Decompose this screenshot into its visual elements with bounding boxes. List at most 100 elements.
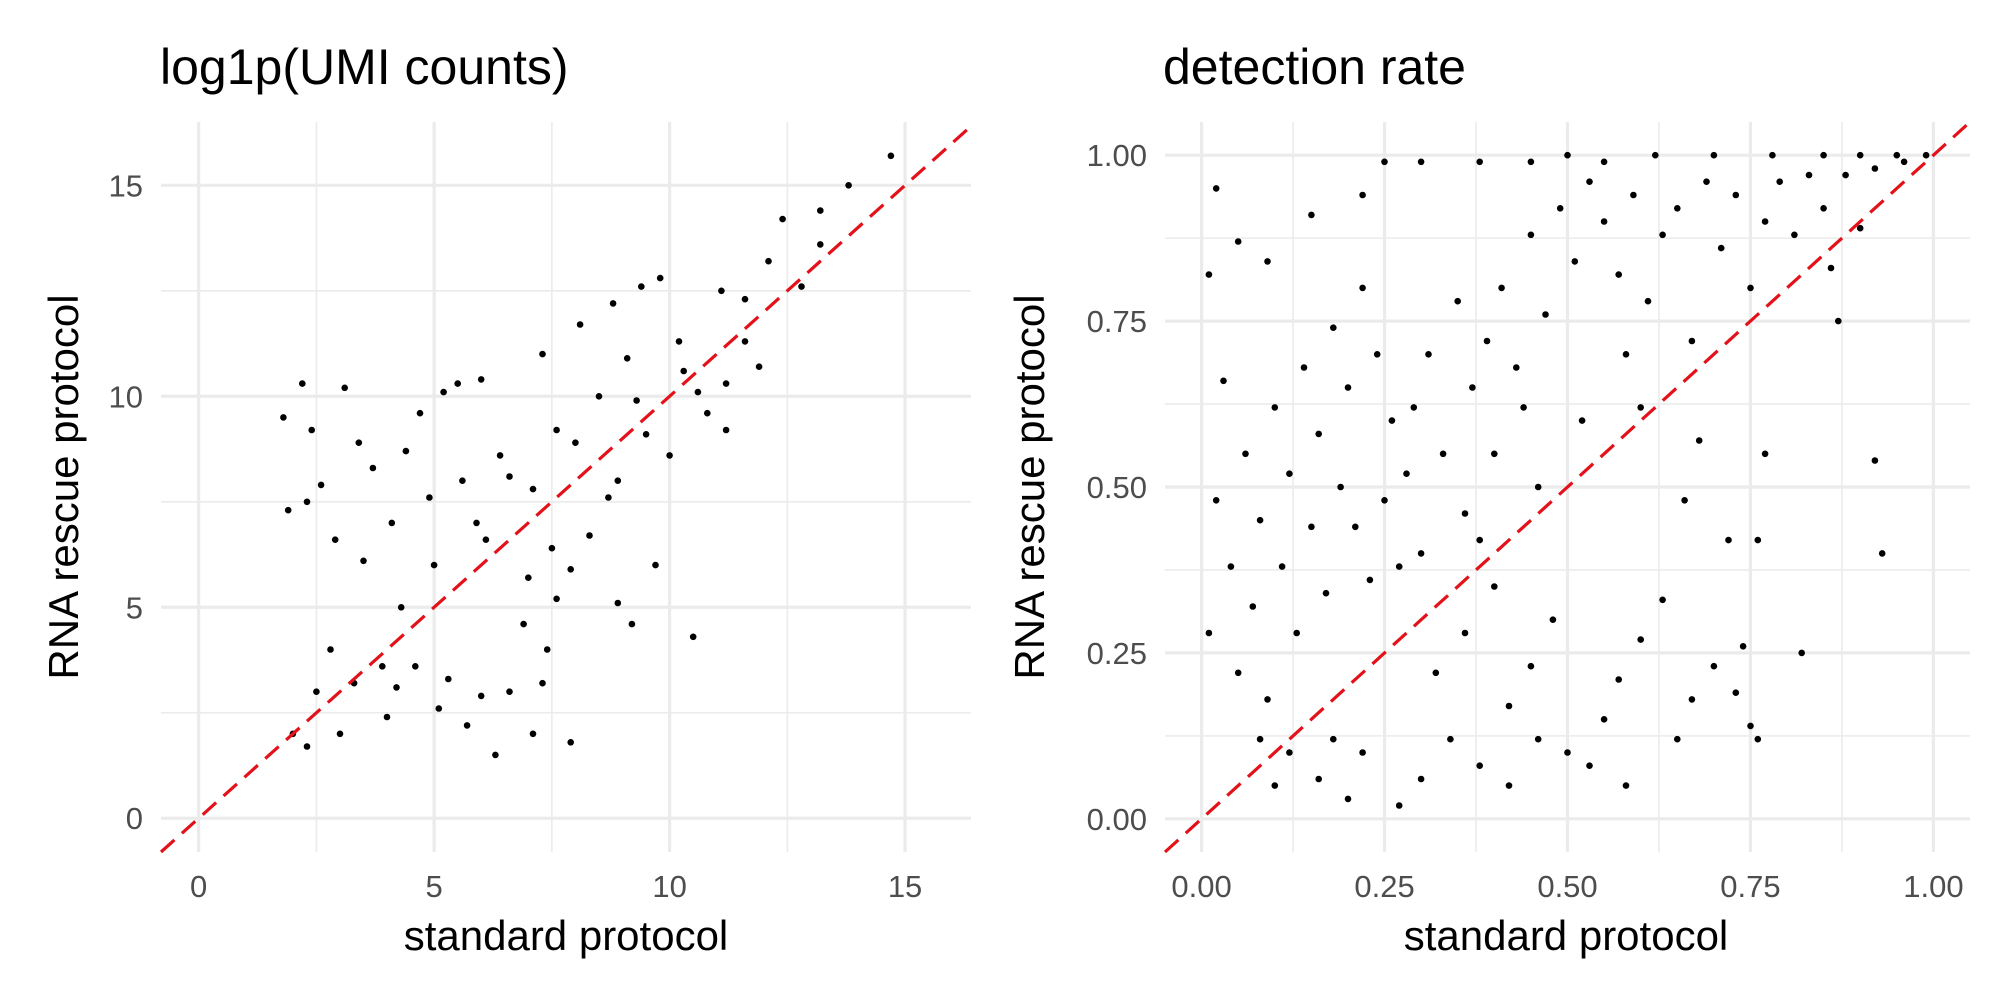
x-tick-label: 0 [190, 869, 207, 904]
scatter-point [1330, 735, 1337, 743]
scatter-point [1322, 589, 1330, 597]
scatter-point [1674, 205, 1681, 212]
scatter-point [1893, 151, 1901, 159]
scatter-point [1395, 563, 1403, 570]
scatter-point [1630, 191, 1637, 199]
scatter-point [1300, 364, 1308, 371]
scatter-point [1220, 377, 1227, 385]
scatter-point [393, 684, 400, 691]
scatter-point [435, 705, 443, 712]
scatter-point [1212, 497, 1220, 504]
scatter-point [1761, 450, 1769, 458]
scatter-point [642, 431, 650, 438]
x-tick-label: 0.50 [1537, 869, 1597, 904]
scatter-point [1256, 735, 1264, 743]
scatter-point [1395, 802, 1403, 809]
scatter-point [1615, 676, 1622, 683]
scatter-point [741, 338, 749, 345]
scatter-point [609, 300, 617, 307]
scatter-point [1476, 762, 1483, 769]
scatter-point [1227, 563, 1235, 570]
scatter-point [1505, 782, 1513, 789]
scatter-point [548, 544, 556, 552]
scatter-point [1856, 151, 1864, 159]
scatter-point [1564, 151, 1571, 159]
scatter-point [1439, 450, 1447, 458]
scatter-point [1586, 178, 1593, 185]
scatter-point [1695, 437, 1703, 444]
scatter-point [1234, 238, 1242, 245]
y-axis-title: RNA rescue protocol [40, 294, 87, 679]
y-tick-label: 0.25 [1087, 636, 1147, 671]
scatter-point [722, 426, 730, 434]
scatter-point [426, 494, 433, 501]
x-tick-label: 1.00 [1903, 869, 1963, 904]
scatter-point [1256, 516, 1264, 524]
scatter-point [798, 283, 805, 290]
scatter-point [1205, 271, 1213, 278]
scatter-point [416, 409, 424, 417]
scatter-point [1659, 596, 1666, 604]
scatter-point [1615, 271, 1622, 278]
scatter-point [1527, 662, 1535, 670]
scatter-point [331, 536, 339, 543]
x-tick-label: 0.00 [1171, 869, 1231, 904]
umi-counts-panel: log1p(UMI counts) 0 5 10 15 0 5 10 15 st… [40, 39, 973, 959]
scatter-point [1491, 450, 1498, 458]
scatter-point [1381, 158, 1388, 166]
scatter-point [529, 485, 537, 493]
scatter-point [1600, 218, 1608, 225]
x-tick-label: 0.25 [1354, 869, 1414, 904]
scatter-point [1293, 629, 1300, 637]
scatter-point [336, 730, 344, 738]
identity-reference-line [159, 125, 973, 854]
scatter-point [741, 295, 749, 303]
scatter-point [1308, 211, 1315, 219]
x-axis-title: standard protocol [404, 912, 729, 959]
scatter-point [1871, 165, 1879, 172]
scatter-point [1410, 404, 1418, 411]
y-tick-label: 0.50 [1087, 470, 1147, 505]
x-tick-label: 0.75 [1720, 869, 1780, 904]
scatter-point [572, 439, 579, 447]
identity-reference-line [1163, 120, 1972, 854]
scatter-points [280, 152, 895, 759]
scatter-point [1469, 384, 1476, 391]
scatter-point [1498, 284, 1505, 292]
scatter-point [529, 730, 537, 738]
scatter-points [1205, 151, 1930, 809]
scatter-point [576, 321, 584, 328]
scatter-point [1286, 470, 1293, 478]
scatter-point [525, 574, 532, 581]
scatter-point [1769, 151, 1776, 159]
scatter-point [633, 397, 640, 404]
scatter-point [1330, 324, 1337, 332]
scatter-point [1373, 351, 1381, 358]
scatter-point [1212, 185, 1220, 192]
scatter-point [1249, 603, 1257, 610]
scatter-point [586, 532, 593, 539]
scatter-point [1637, 636, 1644, 643]
scatter-point [1710, 662, 1718, 670]
scatter-point [614, 477, 622, 485]
scatter-point [1600, 158, 1608, 166]
scatter-point [1447, 735, 1454, 743]
scatter-point [1271, 404, 1279, 411]
scatter-point [1264, 696, 1271, 703]
scatter-point [680, 367, 687, 375]
scatter-point [1571, 258, 1579, 265]
scatter-point [1315, 430, 1322, 438]
scatter-point [656, 274, 664, 282]
scatter-point [1798, 649, 1805, 657]
scatter-point [567, 739, 574, 746]
scatter-point [1710, 151, 1718, 159]
scatter-point [317, 481, 325, 489]
scatter-point [1366, 576, 1374, 584]
panel-title: log1p(UMI counts) [160, 39, 569, 95]
scatter-point [1205, 629, 1213, 637]
scatter-point [1820, 151, 1827, 159]
scatter-point [473, 519, 480, 527]
scatter-point [1403, 470, 1410, 478]
scatter-point [1527, 231, 1535, 239]
scatter-point [623, 355, 631, 362]
